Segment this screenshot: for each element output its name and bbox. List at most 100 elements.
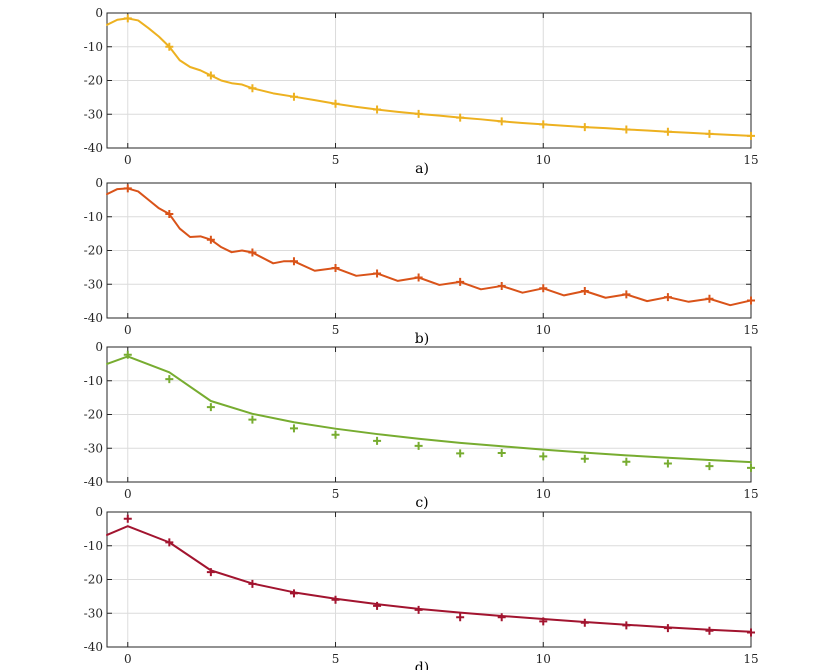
- data-point-marker: [248, 248, 257, 257]
- y-tick-label: -10: [84, 210, 103, 224]
- x-tick-label: 0: [124, 323, 132, 337]
- data-point-marker: [663, 624, 672, 633]
- y-tick-label: -30: [84, 107, 103, 121]
- panel-label: c): [415, 495, 428, 511]
- data-point-marker: [663, 127, 672, 136]
- data-point-marker: [539, 284, 548, 293]
- y-tick-label: -20: [84, 74, 103, 88]
- data-point-marker: [123, 350, 132, 359]
- y-tick-label: -20: [84, 573, 103, 587]
- data-point-marker: [663, 293, 672, 302]
- x-tick-label: 15: [743, 652, 758, 666]
- panel-1: 0 5 10 15 0 -10 -20 -30 -40 b): [84, 176, 759, 347]
- y-tick-label: 0: [95, 176, 103, 190]
- data-point-marker: [123, 184, 132, 193]
- data-point-marker: [206, 568, 215, 577]
- data-point-marker: [705, 462, 714, 471]
- x-tick-label: 0: [124, 487, 132, 501]
- data-point-marker: [747, 628, 755, 637]
- data-point-marker: [622, 621, 631, 630]
- data-point-marker: [289, 424, 298, 433]
- y-tick-label: 0: [95, 340, 103, 354]
- data-point-marker: [747, 296, 755, 305]
- series-line: [106, 187, 752, 307]
- data-point-marker: [539, 452, 548, 461]
- y-tick-label: -20: [84, 244, 103, 258]
- y-tick-label: -40: [84, 141, 103, 155]
- data-point-marker: [331, 595, 340, 604]
- data-point-marker: [539, 120, 548, 129]
- data-point-marker: [414, 441, 423, 450]
- data-point-marker: [165, 42, 174, 51]
- panel-label: a): [415, 161, 429, 177]
- data-point-marker: [373, 601, 382, 610]
- y-tick-label: -10: [84, 539, 103, 553]
- panel-2: 0 5 10 15 0 -10 -20 -30 -40 c): [84, 340, 759, 511]
- panel-0: 0 5 10 15 0 -10 -20 -30 -40 a): [84, 6, 759, 177]
- data-point-marker: [456, 613, 465, 622]
- x-tick-label: 10: [536, 487, 551, 501]
- data-point-marker: [248, 415, 257, 424]
- x-tick-label: 5: [332, 487, 340, 501]
- data-point-marker: [289, 257, 298, 266]
- data-point-marker: [331, 99, 340, 108]
- data-point-marker: [456, 277, 465, 286]
- data-point-marker: [622, 125, 631, 134]
- data-point-marker: [580, 454, 589, 463]
- y-tick-label: 0: [95, 505, 103, 519]
- data-point-marker: [373, 436, 382, 445]
- data-point-marker: [165, 210, 174, 219]
- panel-3: 0 5 10 15 0 -10 -20 -30 -40 d): [84, 505, 759, 670]
- x-tick-label: 15: [743, 487, 758, 501]
- data-point-marker: [123, 514, 132, 523]
- data-point-marker: [705, 294, 714, 303]
- y-tick-label: -40: [84, 311, 103, 325]
- data-point-marker: [289, 589, 298, 598]
- data-point-marker: [331, 264, 340, 273]
- y-tick-label: -20: [84, 408, 103, 422]
- panel-label: b): [415, 331, 429, 347]
- y-tick-label: 0: [95, 6, 103, 20]
- x-tick-label: 10: [536, 153, 551, 167]
- y-tick-label: -10: [84, 374, 103, 388]
- data-point-marker: [539, 617, 548, 626]
- data-point-marker: [580, 123, 589, 132]
- data-point-marker: [331, 430, 340, 439]
- data-point-marker: [206, 235, 215, 244]
- data-point-marker: [622, 457, 631, 466]
- x-tick-label: 5: [332, 652, 340, 666]
- data-point-marker: [414, 273, 423, 282]
- x-tick-label: 15: [743, 323, 758, 337]
- data-point-marker: [497, 117, 506, 126]
- data-point-marker: [206, 403, 215, 412]
- data-point-marker: [456, 449, 465, 458]
- data-point-marker: [622, 290, 631, 299]
- y-tick-label: -30: [84, 441, 103, 455]
- data-point-marker: [289, 92, 298, 101]
- series-line: [106, 17, 752, 137]
- data-point-marker: [414, 605, 423, 614]
- panel-label: d): [415, 660, 429, 670]
- series-line: [106, 525, 752, 633]
- data-point-marker: [705, 129, 714, 138]
- data-point-marker: [497, 613, 506, 622]
- x-tick-label: 10: [536, 323, 551, 337]
- x-tick-label: 0: [124, 153, 132, 167]
- data-point-marker: [663, 459, 672, 468]
- data-point-marker: [705, 626, 714, 635]
- data-point-marker: [414, 109, 423, 118]
- data-point-marker: [248, 579, 257, 588]
- data-point-marker: [747, 463, 755, 472]
- y-tick-label: -10: [84, 40, 103, 54]
- y-tick-label: -30: [84, 277, 103, 291]
- x-tick-label: 0: [124, 652, 132, 666]
- data-point-marker: [497, 448, 506, 457]
- data-point-marker: [456, 113, 465, 122]
- data-point-marker: [248, 84, 257, 93]
- data-point-marker: [373, 269, 382, 278]
- data-point-marker: [580, 618, 589, 627]
- data-point-marker: [497, 281, 506, 290]
- x-tick-label: 10: [536, 652, 551, 666]
- data-point-marker: [165, 375, 174, 384]
